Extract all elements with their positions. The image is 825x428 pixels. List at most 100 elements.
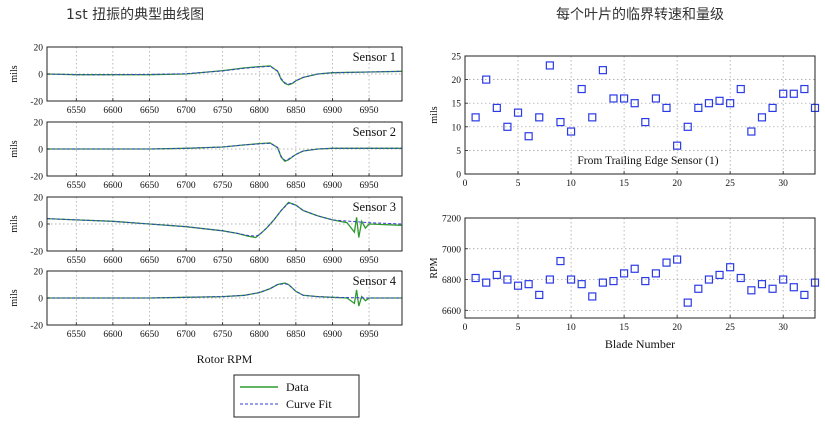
x-tick-label: 6650 [140,106,159,116]
data-point [503,122,512,131]
data-point [779,275,788,284]
data-point [566,275,576,284]
data-point [630,99,639,108]
series-data [47,65,402,86]
sensor-label: Sensor 3 [353,200,396,214]
x-tick-label: 6550 [67,106,86,116]
x-tick-label: 0 [463,323,468,333]
series-curve-fit [47,65,402,85]
y-tick-label: 20 [34,44,44,54]
plot-area [47,201,402,239]
data-point [609,94,618,103]
x-tick-label: 5 [516,323,521,333]
x-tick-label: 6700 [177,181,196,191]
plot-annotation: From Trailing Edge Sensor (1) [577,155,718,167]
plot-area [47,65,402,86]
x-tick-label: 6700 [177,256,196,266]
data-point [800,84,809,94]
series-curve-fit [47,202,402,237]
y-axis-label: mils [9,65,20,82]
sensor-label: Sensor 4 [353,274,397,288]
data-point [715,270,724,280]
data-point [768,103,777,113]
data-point [747,286,756,295]
x-tick-label: 6650 [140,256,159,266]
y-tick-label: 0 [456,171,461,181]
data-point [598,278,607,287]
x-tick-label: 6600 [103,256,122,266]
x-tick-label: 6950 [360,181,379,191]
x-tick-label: 6800 [250,330,269,340]
data-point [482,75,491,84]
series-data [47,142,402,162]
data-point [768,284,777,293]
x-tick-label: 6950 [360,106,379,116]
y-tick-label: 6600 [442,307,461,317]
data-point [524,132,533,141]
x-tick-label: 6600 [103,181,122,191]
data-point [492,103,501,113]
y-tick-label: 5 [456,147,461,157]
x-tick-label: 6550 [67,181,86,191]
x-tick-label: 6700 [177,330,196,340]
y-tick-label: -20 [30,248,43,258]
right-panel-title: 每个叶片的临界转速和量级 [556,7,724,23]
data-point [556,117,565,127]
y-tick-label: 0 [38,221,43,231]
x-tick-label: 5 [516,179,521,189]
x-axis-label: Blade Number [605,337,675,351]
y-axis-label: mils [9,289,20,306]
data-point [726,263,735,272]
x-tick-label: 6800 [250,181,269,191]
data-point [641,276,650,286]
data-point [641,117,650,127]
x-tick-label: 6600 [103,106,122,116]
data-point [535,290,544,300]
x-axis-label: Rotor RPM [197,352,253,366]
data-point [683,122,692,131]
x-tick-label: 6750 [213,330,232,340]
data-point [566,127,576,136]
chart-sensor4: 6550 6600 6650 6700 6750 6800 6850 6900 6950 -20 0… [9,268,403,366]
data-point [556,256,565,266]
data-point [651,269,661,278]
data-point [609,276,618,286]
x-tick-label: 30 [778,179,788,189]
plot-frame [464,55,816,175]
data-point [545,61,554,70]
data-point [545,275,554,284]
y-tick-label: -20 [30,322,43,332]
y-tick-label: 10 [452,123,462,133]
data-point [747,127,756,136]
y-tick-label: 20 [452,76,462,86]
y-axis-label: mils [9,215,20,232]
x-tick-label: 10 [566,323,576,333]
data-point [471,113,480,122]
data-point [482,278,491,287]
x-tick-label: 6650 [140,330,159,340]
x-tick-label: 6700 [177,106,196,116]
x-tick-label: 6550 [67,256,86,266]
plot-area [47,142,402,162]
chart-sensor1: 6550 6600 6650 6700 6750 6800 6850 6900 6950 -20 0… [9,44,403,116]
x-tick-label: 6750 [213,181,232,191]
y-tick-label: 20 [34,194,44,204]
y-axis-label: mils [429,106,440,123]
legend-label: Curve Fit [286,397,332,411]
y-tick-label: 0 [38,295,43,305]
x-tick-label: 25 [725,179,735,189]
x-tick-label: 6750 [213,106,232,116]
data-point [673,255,682,264]
data-point [619,94,629,103]
scatter-points [471,61,820,150]
plot-area [47,282,402,307]
chart-sensor3: 6550 6600 6650 6700 6750 6800 6850 6900 6950 -20 0… [9,194,403,266]
y-tick-label: 20 [34,268,44,278]
data-point [726,99,735,108]
legend: Data Curve Fit [233,374,360,418]
x-tick-label: 0 [463,179,468,189]
x-tick-label: 6800 [250,106,269,116]
data-point [779,89,788,98]
series-data [47,282,402,307]
x-tick-label: 20 [672,323,682,333]
